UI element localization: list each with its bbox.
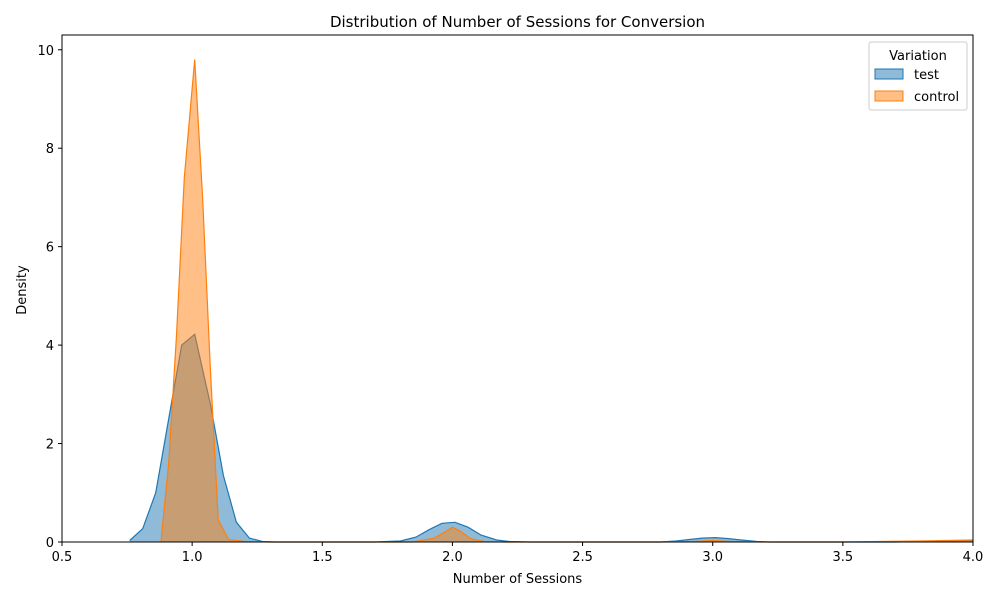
legend-label-control: control (914, 90, 959, 105)
y-tick-label: 10 (37, 44, 54, 59)
x-tick-label: 3.0 (702, 550, 723, 565)
legend: Variation test control (868, 41, 968, 111)
plot-frame (61, 34, 974, 543)
legend-title: Variation (889, 49, 947, 64)
series-line-test (129, 333, 974, 543)
y-tick-label: 0 (46, 536, 54, 551)
x-tick-label: 1.0 (182, 550, 203, 565)
x-tick-label: 2.5 (572, 550, 593, 565)
x-tick-label: 3.5 (833, 550, 854, 565)
y-tick-label: 6 (46, 241, 54, 256)
legend-swatch-test (874, 68, 904, 80)
y-tick-label: 8 (46, 142, 54, 157)
series-line-control (160, 59, 974, 543)
legend-label-test: test (914, 68, 939, 83)
chart-title: Distribution of Number of Sessions for C… (330, 13, 705, 31)
legend-swatch-control (874, 90, 904, 102)
axes-layer: 0.5 1.0 1.5 2.0 2.5 3.0 3.5 4.0 0 2 4 6 8 10 (37, 34, 984, 565)
x-axis-title: Number of Sessions (453, 572, 583, 587)
x-tick-label: 1.5 (312, 550, 333, 565)
series-layer (129, 59, 974, 543)
x-tick-label: 0.5 (52, 550, 73, 565)
y-axis-title: Density (15, 265, 30, 315)
x-tick-label: 2.0 (442, 550, 463, 565)
x-tick-label: 4.0 (963, 550, 984, 565)
series-area-control (160, 59, 973, 542)
y-tick-label: 4 (46, 339, 54, 354)
series-area-test (129, 334, 973, 542)
y-tick-label: 2 (46, 438, 54, 453)
